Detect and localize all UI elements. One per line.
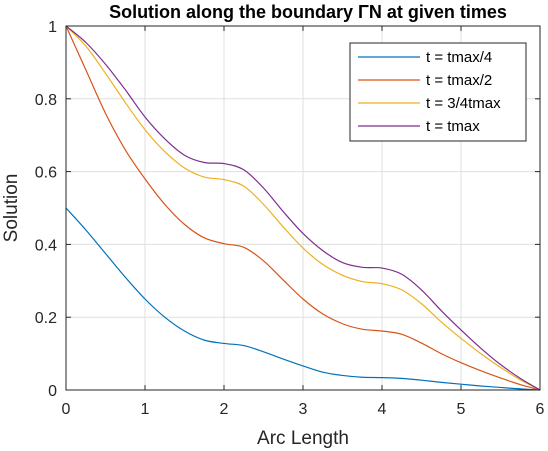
y-axis-label: Solution [1, 174, 22, 243]
x-tick-label: 1 [141, 401, 150, 418]
x-tick-label: 2 [220, 401, 229, 418]
x-axis-label: Arc Length [257, 428, 349, 449]
y-tick-label: 0 [48, 383, 57, 400]
series-lines [65, 25, 541, 391]
series-line-4 [65, 25, 541, 391]
legend-box [349, 42, 527, 142]
x-tick-label: 4 [378, 401, 387, 418]
legend-label-4: t = tmax [426, 118, 480, 135]
y-tick-label: 0.6 [35, 165, 57, 182]
x-tick-label: 0 [62, 401, 71, 418]
series-line-1 [65, 207, 541, 391]
y-tick-labels: 0 0.2 0.4 0.6 0.8 1 [35, 19, 57, 400]
series-line-3 [65, 25, 541, 391]
y-tick-label: 0.2 [35, 310, 57, 327]
legend: t = tmax/4 t = tmax/2 t = 3/4tmax t = tmax [349, 42, 527, 142]
series-line-2 [65, 25, 541, 391]
chart-title: Solution along the boundary ΓN at given … [109, 2, 507, 22]
x-tick-label: 3 [299, 401, 308, 418]
x-tick-label: 6 [536, 401, 545, 418]
x-tick-label: 5 [457, 401, 466, 418]
y-tick-label: 0.8 [35, 92, 57, 109]
y-tick-label: 1 [48, 19, 57, 36]
x-tick-labels: 0 1 2 3 4 5 6 [62, 401, 545, 418]
axis-ticks [65, 25, 541, 391]
y-tick-label: 0.4 [35, 237, 57, 254]
legend-label-1: t = tmax/4 [426, 49, 492, 66]
legend-label-2: t = tmax/2 [426, 72, 492, 89]
legend-label-3: t = 3/4tmax [426, 95, 501, 112]
